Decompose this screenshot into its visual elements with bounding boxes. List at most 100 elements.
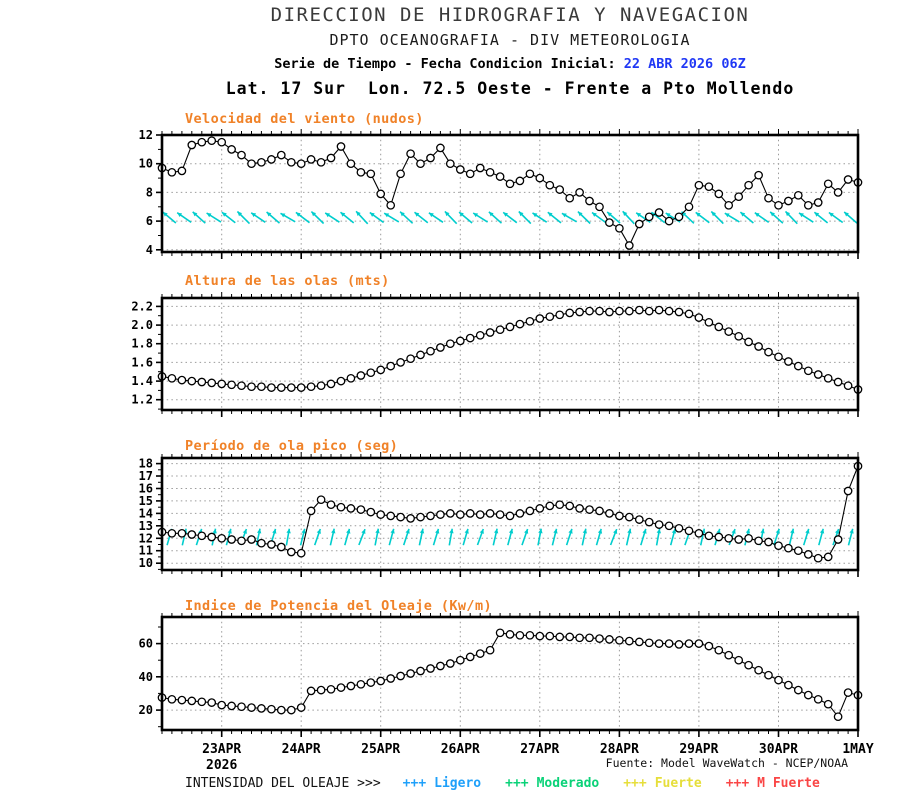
data-point-marker	[276, 705, 286, 715]
data-point-marker	[276, 542, 286, 552]
plus-marker-icon: +++	[402, 776, 427, 791]
data-point-marker	[595, 634, 604, 643]
data-point-marker	[774, 200, 783, 210]
data-point-marker	[734, 655, 744, 665]
data-point-marker	[475, 649, 485, 658]
data-point-marker	[197, 377, 207, 387]
data-point-marker	[237, 702, 246, 712]
data-point-marker	[177, 166, 187, 176]
data-point-marker	[575, 307, 584, 317]
data-point-marker	[217, 137, 227, 147]
data-point-marker	[535, 504, 545, 513]
data-point-marker	[714, 532, 724, 542]
data-point-marker	[545, 631, 555, 641]
data-point-marker	[406, 669, 415, 678]
data-point-marker	[207, 698, 217, 707]
data-point-marker	[306, 382, 316, 392]
data-point-marker	[535, 314, 545, 323]
data-point-marker	[744, 337, 753, 347]
data-point-marker	[565, 501, 575, 511]
data-point-marker	[386, 674, 396, 683]
data-point-marker	[445, 509, 455, 518]
data-point-marker	[416, 159, 425, 169]
data-point-marker	[654, 305, 664, 315]
data-point-marker	[475, 163, 485, 173]
data-point-marker	[704, 531, 714, 541]
data-point-marker	[634, 219, 644, 229]
data-point-marker	[585, 505, 594, 514]
data-point-marker	[525, 316, 535, 326]
svg-text:27APR: 27APR	[520, 742, 559, 757]
legend-item-ligero: +++ Ligero	[403, 776, 481, 791]
series-label: Serie de Tiempo - Fecha Condicion Inicia…	[274, 56, 624, 72]
axis-ticks: 20 40 60	[139, 611, 859, 737]
data-point-marker	[207, 532, 217, 542]
data-point-marker	[296, 548, 306, 558]
data-point-marker	[664, 306, 674, 316]
series-init-line: Serie de Tiempo - Fecha Condicion Inicia…	[120, 56, 900, 72]
data-point-marker	[187, 140, 197, 150]
source-credit: Fuente: Model WaveWatch - NCEP/NOAA	[605, 756, 848, 770]
svg-text:26APR: 26APR	[441, 742, 480, 757]
data-point-marker	[346, 681, 356, 691]
data-point-marker	[495, 325, 505, 335]
svg-text:15: 15	[139, 494, 153, 508]
data-point-marker	[585, 196, 594, 206]
data-point-marker	[833, 535, 843, 544]
chart-title-wave-power: Indice de Potencia del Oleaje (Kw/m)	[185, 598, 492, 614]
data-point-marker	[455, 336, 465, 346]
legend-item-label: Ligero	[434, 776, 482, 791]
gridlines	[162, 135, 858, 252]
data-point-marker	[227, 380, 236, 390]
data-point-marker	[197, 137, 207, 147]
data-point-marker	[615, 306, 624, 316]
legend-title: INTENSIDAD DEL OLEAJE >>>	[185, 776, 381, 791]
data-point-marker	[654, 520, 664, 529]
data-point-marker	[167, 373, 177, 383]
data-point-marker	[356, 371, 366, 380]
data-point-marker	[187, 696, 197, 706]
wave-height-chart: 1.2 1.4 1.6 1.8 2.0 2.2	[131, 292, 863, 417]
data-point-marker	[276, 150, 286, 160]
data-point-marker	[843, 381, 853, 391]
data-point-marker	[286, 547, 296, 557]
data-point-marker	[436, 343, 445, 352]
data-series	[157, 305, 863, 394]
data-point-marker	[803, 690, 813, 700]
data-point-marker	[207, 136, 217, 146]
intensity-legend: INTENSIDAD DEL OLEAJE >>> +++ Ligero +++ M…	[185, 776, 844, 791]
data-point-marker	[376, 510, 386, 519]
data-point-marker	[615, 223, 624, 233]
svg-text:23APR: 23APR	[202, 742, 241, 757]
data-point-marker	[774, 675, 783, 685]
svg-text:28APR: 28APR	[600, 742, 639, 757]
data-point-marker	[724, 200, 734, 210]
data-point-marker	[267, 704, 276, 714]
data-point-marker	[505, 511, 515, 521]
data-point-marker	[704, 317, 714, 327]
data-point-marker	[336, 142, 346, 151]
data-point-marker	[644, 517, 654, 527]
svg-text:1MAY: 1MAY	[842, 742, 873, 757]
svg-text:20: 20	[139, 703, 153, 717]
data-point-marker	[396, 512, 405, 522]
data-point-marker	[495, 172, 505, 181]
data-point-marker	[406, 149, 415, 159]
data-point-marker	[247, 382, 256, 392]
plus-marker-icon: +++	[505, 776, 529, 791]
legend-item-moderado: +++ Moderado	[505, 776, 599, 791]
wave-power-chart: 20 40 60 23APR 24APR 25APR 26APR 27APR 28APR 29AP…	[139, 611, 874, 773]
data-point-marker	[356, 679, 366, 689]
data-point-marker	[764, 347, 773, 357]
data-point-marker	[714, 645, 724, 655]
data-point-marker	[336, 376, 346, 386]
data-point-marker	[803, 366, 813, 376]
data-point-marker	[784, 196, 793, 206]
data-point-marker	[674, 523, 684, 533]
data-point-marker	[436, 661, 445, 671]
data-point-marker	[366, 368, 376, 378]
data-point-marker	[545, 312, 555, 322]
wind-speed-chart: 4 6 8 10 12	[139, 128, 863, 259]
data-point-marker	[654, 639, 664, 648]
data-point-marker	[744, 660, 753, 670]
